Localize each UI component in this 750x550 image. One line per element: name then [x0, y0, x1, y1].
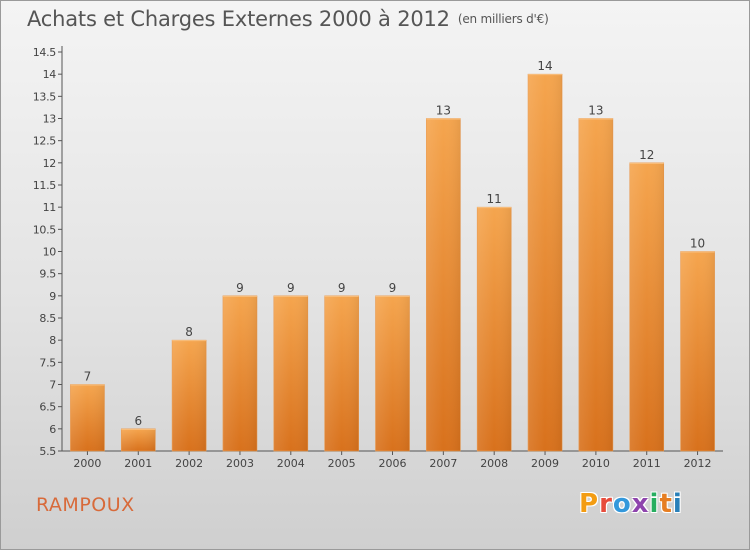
- bar-shine: [172, 340, 207, 451]
- y-tick-label: 14.5: [33, 46, 57, 59]
- x-tick-label: 2004: [277, 457, 305, 470]
- logo-letter: x: [631, 489, 650, 519]
- y-tick-label: 9.5: [39, 268, 56, 281]
- value-label-2010: 13: [588, 104, 603, 118]
- value-label-2007: 13: [436, 104, 451, 118]
- bar-shine: [375, 295, 410, 451]
- logo-letter: o: [612, 489, 632, 519]
- value-label-2011: 12: [639, 148, 654, 162]
- y-tick-label: 8: [49, 334, 56, 347]
- chart-title: Achats et Charges Externes 2000 à 2012 (e…: [27, 7, 549, 31]
- bar-shine: [222, 295, 257, 451]
- chart-labels: 2000 7 2001 6 2002 8 2003 9 2004 9 2005 9 2006 9 2007 1…: [73, 59, 711, 470]
- x-tick-label: 2008: [480, 457, 508, 470]
- value-label-2006: 9: [389, 281, 397, 295]
- x-tick-label: 2001: [124, 457, 152, 470]
- bar-shine: [324, 295, 359, 451]
- y-tick-label: 8.5: [39, 312, 56, 325]
- logo-letter: P: [579, 489, 600, 519]
- x-tick-label: 2009: [531, 457, 559, 470]
- chart-axes: 5.5 6 6.5 7 7.5 8 8.5 9 9.5 10 10.5 11 11.5 12 12.5 13 1…: [33, 46, 723, 458]
- x-tick-label: 2005: [328, 457, 356, 470]
- bar-shine: [629, 162, 664, 452]
- x-tick-label: 2011: [633, 457, 661, 470]
- value-label-2012: 10: [690, 237, 705, 251]
- y-tick-label: 14: [43, 68, 57, 81]
- chart-unit: (en milliers d'€): [457, 12, 549, 26]
- logo-letter: i: [672, 489, 683, 519]
- x-tick-label: 2002: [175, 457, 203, 470]
- logo-letter: i: [649, 489, 660, 519]
- x-tick-label: 2010: [582, 457, 610, 470]
- bar-shine: [528, 74, 563, 452]
- commune-name: RAMPOUX: [36, 494, 135, 516]
- x-tick-label: 2012: [684, 457, 712, 470]
- x-tick-label: 2006: [379, 457, 407, 470]
- y-tick-label: 5.5: [39, 445, 56, 458]
- value-label-2004: 9: [287, 281, 295, 295]
- bar-shine: [70, 384, 105, 451]
- value-label-2005: 9: [338, 281, 346, 295]
- value-label-2008: 11: [487, 192, 502, 206]
- logo-letter: r: [599, 489, 613, 519]
- y-tick-label: 11: [43, 201, 56, 214]
- y-tick-label: 10.5: [33, 223, 57, 236]
- value-label-2001: 6: [134, 414, 142, 428]
- proxiti-logo[interactable]: Proxiti: [579, 489, 683, 519]
- x-tick-label: 2000: [73, 457, 101, 470]
- value-label-2002: 8: [185, 325, 193, 339]
- value-label-2009: 14: [537, 59, 552, 73]
- bar-shine: [273, 295, 308, 451]
- y-tick-label: 7: [49, 379, 56, 392]
- bar-shine: [477, 207, 512, 451]
- value-label-2003: 9: [236, 281, 244, 295]
- logo-letter: t: [659, 489, 673, 519]
- chart-bars: [70, 73, 715, 452]
- y-tick-label: 12: [43, 157, 56, 170]
- y-tick-label: 7.5: [39, 356, 56, 369]
- y-tick-label: 12.5: [33, 135, 57, 148]
- x-tick-label: 2003: [226, 457, 254, 470]
- y-tick-label: 13.5: [33, 90, 57, 103]
- y-tick-label: 6: [49, 423, 56, 436]
- bar-shine: [121, 428, 156, 451]
- bar-shine: [426, 118, 461, 451]
- y-tick-label: 10: [43, 246, 57, 259]
- x-tick-label: 2007: [429, 457, 457, 470]
- y-tick-label: 9: [49, 290, 56, 303]
- chart-title-text: Achats et Charges Externes 2000 à 2012: [27, 7, 450, 31]
- y-tick-label: 13: [43, 113, 57, 126]
- y-tick-label: 6.5: [39, 401, 56, 414]
- bar-shine: [680, 251, 715, 451]
- bar-shine: [578, 118, 613, 451]
- y-tick-label: 11.5: [33, 179, 57, 192]
- value-label-2000: 7: [84, 370, 92, 384]
